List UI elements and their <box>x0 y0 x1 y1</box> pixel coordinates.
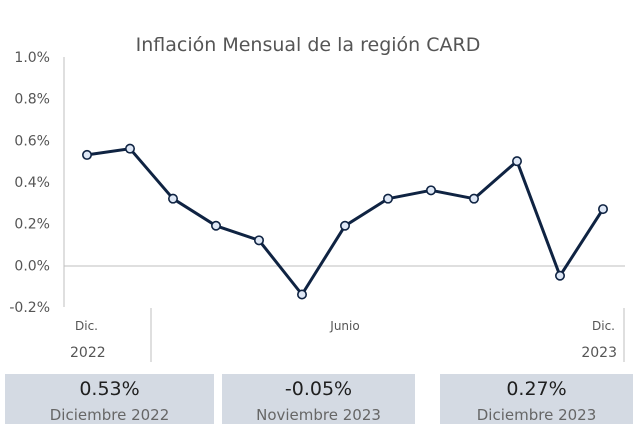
x-category-label: Junio <box>329 319 359 333</box>
y-tick-label: 0.4% <box>14 175 50 191</box>
y-tick-label: -0.2% <box>9 300 50 316</box>
data-point-marker <box>254 235 265 246</box>
stat-label-dec-2022: Diciembre 2022 <box>49 406 170 424</box>
data-point-marker <box>82 149 93 160</box>
stat-label-dec-2023: Diciembre 2023 <box>476 406 597 424</box>
data-point-marker <box>425 185 436 196</box>
data-point-marker <box>339 220 350 231</box>
data-point-marker <box>296 289 307 300</box>
y-tick-label: 0.8% <box>14 92 50 108</box>
stat-box-nov-2023: -0.05% Noviembre 2023 <box>222 374 415 424</box>
data-point-marker <box>468 193 479 204</box>
x-category-label: Dic. <box>75 319 98 333</box>
chart: Inflación Mensual de la región CARD -0.2… <box>9 34 625 362</box>
data-point-marker <box>382 193 393 204</box>
y-tick-label: 0.0% <box>14 258 50 274</box>
data-point-marker <box>511 156 522 167</box>
stat-box-dec-2022: 0.53% Diciembre 2022 <box>5 374 214 424</box>
data-point-marker <box>168 193 179 204</box>
stat-value-nov-2023: -0.05% <box>284 378 353 400</box>
x-axis-category-labels: Dic. Junio Dic. <box>75 319 615 333</box>
chart-title: Inflación Mensual de la región CARD <box>136 34 481 56</box>
y-tick-label: 0.6% <box>14 133 50 149</box>
stat-value-dec-2023: 0.27% <box>506 378 567 400</box>
data-point-marker <box>211 220 222 231</box>
stat-box-dec-2023: 0.27% Diciembre 2023 <box>440 374 633 424</box>
inflation-series-markers <box>82 143 608 300</box>
data-point-marker <box>597 204 608 215</box>
y-tick-label: 0.2% <box>14 217 50 233</box>
data-point-marker <box>125 143 136 154</box>
stat-label-nov-2023: Noviembre 2023 <box>256 406 381 424</box>
y-tick-label: 1.0% <box>14 50 50 66</box>
data-point-marker <box>554 270 565 281</box>
year-label-2023: 2023 <box>581 345 617 361</box>
year-label-2022: 2022 <box>70 345 106 361</box>
y-axis-ticks: -0.2% 0.0% 0.2% 0.4% 0.6% 0.8% 1.0% <box>9 50 50 316</box>
x-category-label: Dic. <box>592 319 615 333</box>
stat-value-dec-2022: 0.53% <box>79 378 140 400</box>
